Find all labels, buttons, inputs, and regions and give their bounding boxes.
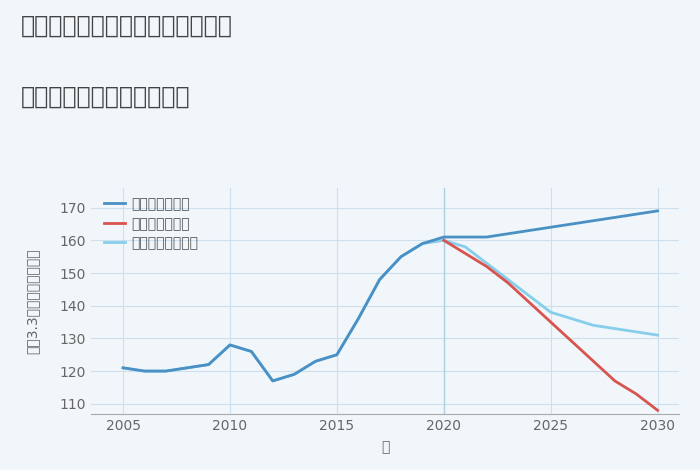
Text: 中古マンションの価格推移: 中古マンションの価格推移	[21, 85, 190, 109]
Text: 平（3.3㎡）単価（万円）: 平（3.3㎡）単価（万円）	[25, 248, 39, 353]
X-axis label: 年: 年	[381, 440, 389, 454]
Legend: グッドシナリオ, バッドシナリオ, ノーマルシナリオ: グッドシナリオ, バッドシナリオ, ノーマルシナリオ	[104, 197, 199, 251]
Text: 愛知県名古屋市名東区猪子石原の: 愛知県名古屋市名東区猪子石原の	[21, 14, 233, 38]
